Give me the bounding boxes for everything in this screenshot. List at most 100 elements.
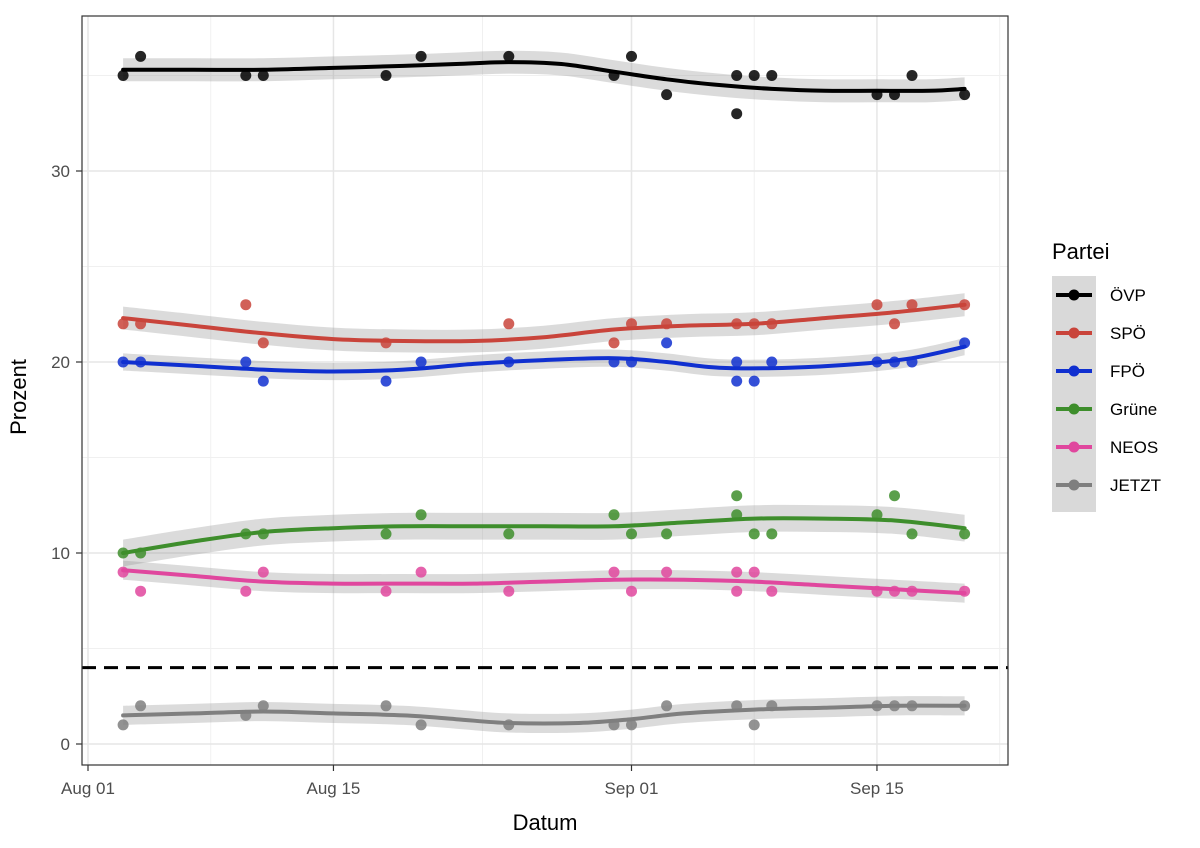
point-jetzt — [117, 719, 129, 731]
point-spoe — [889, 318, 900, 330]
point-oevp — [766, 70, 778, 81]
point-jetzt — [748, 719, 760, 731]
point-spoe — [661, 318, 673, 330]
point-oevp — [906, 70, 918, 81]
point-neos — [135, 585, 147, 597]
point-spoe — [257, 337, 269, 349]
point-gruene — [415, 509, 427, 521]
data-points — [117, 50, 971, 731]
legend-label-fpoe: FPÖ — [1110, 362, 1145, 381]
point-gruene — [959, 528, 971, 540]
point-oevp — [626, 50, 637, 62]
point-jetzt — [240, 709, 252, 721]
point-fpoe — [889, 356, 900, 368]
point-spoe — [503, 318, 515, 330]
point-neos — [626, 585, 637, 597]
point-gruene — [503, 528, 515, 540]
point-spoe — [906, 299, 918, 311]
legend-key-point-oevp — [1068, 289, 1080, 301]
point-jetzt — [766, 700, 778, 712]
smooth-line-jetzt — [121, 703, 967, 726]
legend-key-point-jetzt — [1068, 479, 1080, 491]
point-neos — [748, 566, 760, 578]
legend-label-gruene: Grüne — [1110, 400, 1157, 419]
x-axis-title: Datum — [513, 810, 578, 835]
point-gruene — [731, 509, 743, 521]
legend-key-point-spoe — [1068, 327, 1080, 339]
y-axis-title: Prozent — [6, 359, 31, 435]
point-jetzt — [257, 700, 269, 712]
point-fpoe — [661, 337, 673, 349]
point-gruene — [906, 528, 918, 540]
smooth-line-spoe — [121, 302, 967, 344]
legend-label-jetzt: JETZT — [1110, 476, 1161, 495]
point-jetzt — [135, 700, 147, 712]
y-tick-label: 10 — [51, 544, 70, 563]
point-spoe — [380, 337, 392, 349]
point-oevp — [959, 89, 971, 101]
point-oevp — [731, 70, 743, 81]
point-oevp — [503, 50, 515, 62]
point-fpoe — [766, 356, 778, 368]
point-oevp — [380, 70, 392, 81]
plot-panel — [82, 16, 1008, 765]
point-gruene — [626, 528, 637, 540]
point-gruene — [380, 528, 392, 540]
point-neos — [661, 566, 673, 578]
point-gruene — [748, 528, 760, 540]
panel-background — [82, 16, 1008, 765]
legend-label-neos: NEOS — [1110, 438, 1158, 457]
point-fpoe — [959, 337, 971, 349]
point-gruene — [661, 528, 673, 540]
point-fpoe — [240, 356, 252, 368]
point-oevp — [135, 50, 147, 62]
point-fpoe — [503, 356, 515, 368]
x-tick-label: Aug 01 — [61, 779, 115, 798]
point-spoe — [240, 299, 252, 311]
point-neos — [380, 585, 392, 597]
point-neos — [731, 566, 743, 578]
gridlines — [82, 16, 1008, 765]
point-spoe — [731, 318, 743, 330]
point-neos — [257, 566, 269, 578]
point-spoe — [871, 299, 883, 311]
x-tick-label: Sep 01 — [605, 779, 659, 798]
point-fpoe — [257, 375, 269, 387]
point-fpoe — [380, 375, 392, 387]
point-neos — [906, 585, 918, 597]
point-spoe — [135, 318, 147, 330]
legend-key-point-fpoe — [1068, 365, 1080, 377]
point-neos — [415, 566, 427, 578]
point-oevp — [871, 89, 883, 101]
axes: 0 10 20 30 Aug 01 Aug 15 Sep 01 Sep 15 — [51, 162, 904, 798]
point-spoe — [959, 299, 971, 311]
legend-key-background — [1052, 276, 1096, 512]
legend-key-point-gruene — [1068, 403, 1080, 415]
point-fpoe — [906, 356, 918, 368]
point-gruene — [766, 528, 778, 540]
y-tick-label: 20 — [51, 353, 70, 372]
plot-border — [81, 15, 1009, 766]
point-spoe — [117, 318, 129, 330]
point-jetzt — [959, 700, 971, 712]
point-fpoe — [731, 375, 743, 387]
point-jetzt — [889, 700, 900, 712]
point-neos — [240, 585, 252, 597]
legend-title: Partei — [1052, 239, 1109, 264]
point-gruene — [608, 509, 620, 521]
point-oevp — [257, 70, 269, 81]
legend-key-point-neos — [1068, 441, 1080, 453]
panel-border-rect — [81, 15, 1009, 766]
point-oevp — [608, 70, 620, 81]
point-gruene — [871, 509, 883, 521]
point-neos — [871, 585, 883, 597]
point-gruene — [257, 528, 269, 540]
y-tick-label: 0 — [61, 735, 70, 754]
x-tick-label: Sep 15 — [850, 779, 904, 798]
point-oevp — [748, 70, 760, 81]
point-spoe — [766, 318, 778, 330]
point-gruene — [117, 547, 129, 559]
point-jetzt — [415, 719, 427, 731]
smooth-line-fpoe — [121, 344, 967, 374]
point-spoe — [748, 318, 760, 330]
